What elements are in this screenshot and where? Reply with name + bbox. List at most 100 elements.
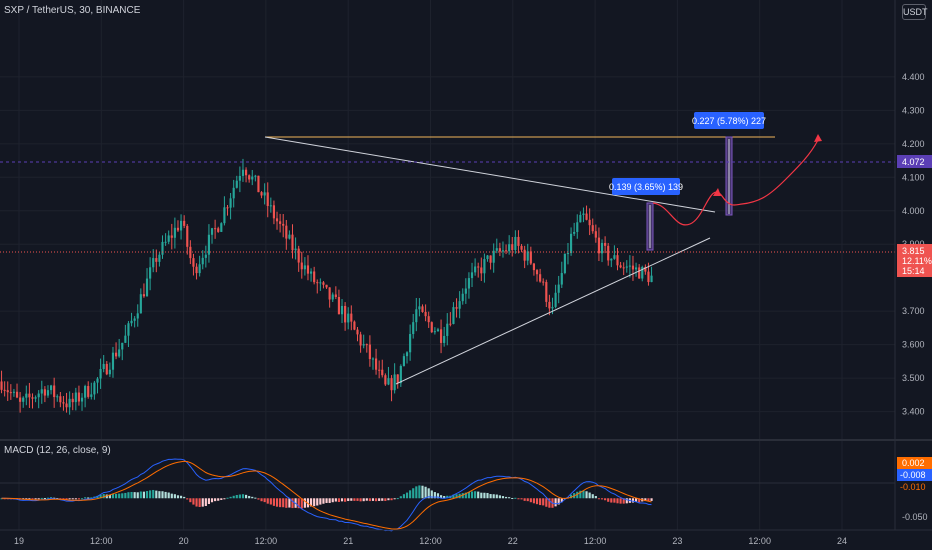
candle-body	[576, 222, 579, 232]
macd-hist-bar	[179, 495, 183, 499]
macd-hist-bar	[319, 498, 322, 505]
macd-hist-bar	[328, 498, 331, 503]
measure-label-1[interactable]: 0.139 (3.65%) 139	[609, 178, 683, 195]
macd-hist-bar	[279, 498, 282, 508]
macd-hist-bar	[337, 498, 341, 503]
candle-body	[384, 375, 387, 385]
candle-body	[40, 389, 43, 394]
candle-body	[303, 265, 306, 270]
macd-hist-bar	[579, 490, 582, 499]
macd-hist-bar	[613, 498, 616, 503]
time-tick-label: 21	[343, 536, 353, 546]
candle-body	[650, 275, 653, 283]
projection-path[interactable]	[652, 139, 819, 226]
macd-hist-bar	[625, 498, 628, 504]
macd-hist-bar	[198, 498, 201, 507]
macd-hist-bar	[495, 494, 498, 499]
macd-hist-bar	[102, 494, 105, 499]
time-tick-label: 12:00	[748, 536, 771, 546]
candle-body	[647, 271, 650, 283]
macd-hist-bar	[136, 492, 139, 499]
measure-label-2[interactable]: 0.227 (5.78%) 227	[692, 112, 766, 129]
macd-hist-bar	[520, 498, 523, 500]
candle-body	[480, 267, 483, 274]
candle-body	[74, 392, 77, 403]
macd-hist-bar	[59, 498, 62, 500]
candle-body	[591, 225, 594, 232]
candle-body	[108, 369, 111, 375]
candle-body	[498, 248, 501, 252]
macd-hist-bar	[504, 496, 508, 499]
macd-hist-bar	[607, 498, 610, 502]
macd-hist-bar	[46, 497, 50, 499]
candle-body	[458, 301, 461, 309]
candle-body	[121, 342, 124, 350]
candle-body	[504, 250, 508, 252]
descending-trendline[interactable]	[264, 136, 716, 213]
candle-body	[257, 175, 260, 193]
candle-body	[275, 218, 279, 222]
macd-histogram	[0, 485, 653, 509]
macd-hist-bar	[455, 494, 458, 499]
macd-tick-label: -0.050	[902, 512, 928, 522]
candle-body	[179, 220, 183, 231]
time-axis[interactable]: 19 12:00 20 12:00 21 12:00 22 12:00 23 12:00 24	[14, 536, 847, 546]
candle-body	[412, 322, 415, 335]
candle-body	[37, 393, 40, 398]
candle-body	[84, 386, 87, 398]
macd-hist-bar	[49, 497, 53, 499]
candle-body	[238, 175, 241, 181]
macd-hist-bar	[535, 498, 539, 505]
candle-body	[93, 382, 96, 395]
candle-body	[452, 307, 455, 324]
macd-hist-bar	[591, 494, 594, 499]
candle-body	[374, 358, 378, 370]
candle-body	[573, 231, 576, 234]
ascending-trendline[interactable]	[395, 237, 711, 385]
candle-body	[158, 254, 161, 262]
macd-hist-bar	[65, 498, 68, 500]
macd-hist-bar	[176, 495, 180, 499]
macd-hist-bar	[529, 498, 532, 503]
symbol-header[interactable]: SXP / TetherUS, 30, BINANCE	[4, 5, 141, 16]
time-tick-label: 12:00	[419, 536, 442, 546]
macd-hist-bar	[260, 498, 263, 502]
candle-body	[133, 318, 136, 321]
candle-body	[356, 329, 359, 335]
macd-hist-bar	[647, 498, 650, 502]
candle-body	[167, 235, 170, 242]
macd-hist-bar	[569, 494, 573, 499]
projection-arrowhead	[814, 134, 822, 142]
macd-hist-bar	[384, 498, 387, 501]
grid	[0, 0, 895, 530]
macd-hist-bar	[594, 496, 597, 499]
candle-body	[600, 242, 604, 254]
macd-hist-bar	[235, 494, 238, 499]
candle-body	[269, 205, 272, 207]
candle-body	[201, 257, 204, 265]
macd-hist-bar	[650, 498, 653, 501]
candle-body	[136, 313, 139, 319]
candle-body	[28, 393, 31, 398]
candle-body	[430, 322, 433, 333]
candle-body	[186, 225, 189, 247]
candle-body	[579, 214, 582, 223]
macd-hist-bar	[173, 494, 176, 499]
macd-hist-bar	[244, 494, 248, 499]
candle-body	[532, 263, 536, 271]
macd-hist-bar	[133, 492, 136, 499]
macd-hist-bar	[114, 493, 118, 499]
macd-indicator-label[interactable]: MACD (12, 26, close, 9)	[4, 445, 111, 456]
macd-hist-bar	[477, 491, 480, 499]
currency-button[interactable]: USDT	[902, 4, 928, 20]
macd-hist-bar	[248, 495, 251, 499]
macd-hist-bar	[207, 498, 211, 505]
macd-hist-bar	[412, 488, 415, 499]
price-tick-label: 3.600	[902, 340, 925, 350]
macd-hist-bar	[483, 492, 486, 499]
candle-body	[3, 389, 6, 391]
candle-body	[470, 272, 474, 279]
candle-body	[334, 294, 337, 298]
macd-hist-bar	[356, 498, 359, 501]
